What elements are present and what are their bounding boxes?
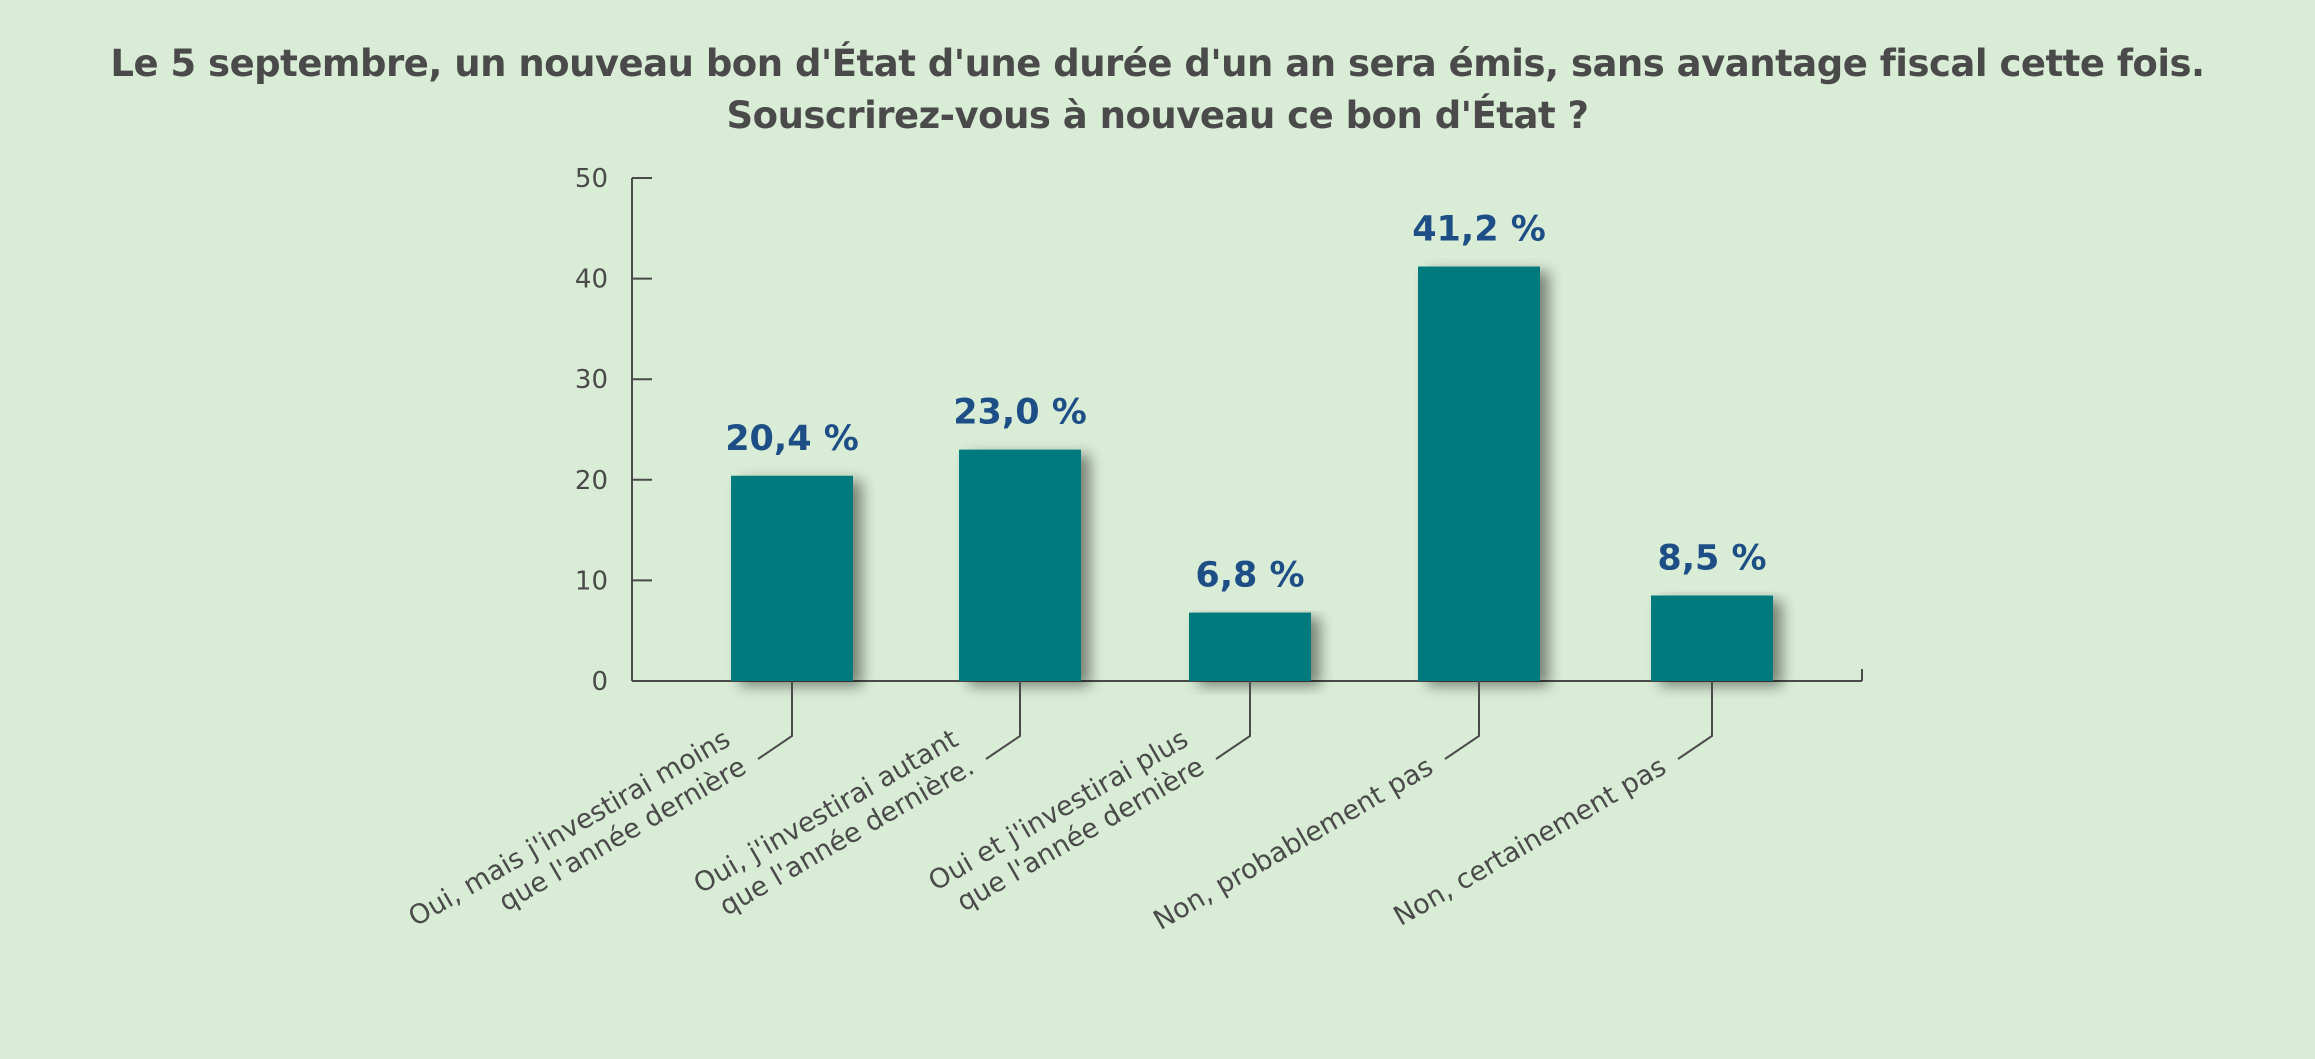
bar-value-label: 23,0 %: [953, 393, 1087, 433]
category-leader-line: [1215, 681, 1251, 760]
bar-value-label: 41,2 %: [1412, 210, 1546, 250]
y-tick-label: 20: [575, 466, 608, 496]
chart-title-line-1: Le 5 septembre, un nouveau bon d'État d'…: [110, 42, 2205, 85]
bar: [959, 449, 1081, 681]
bar: [1418, 266, 1540, 681]
bar-value-label: 20,4 %: [725, 419, 859, 459]
category-leader-line: [985, 681, 1021, 760]
category-leader-line: [757, 681, 793, 760]
bar: [1189, 612, 1311, 681]
chart-title-line-2: Souscrirez-vous à nouveau ce bon d'État …: [726, 94, 1589, 137]
y-tick-label: 50: [575, 164, 608, 194]
category-leader-line: [1677, 681, 1713, 760]
category-label-line: Oui, mais j'investirai moins: [403, 724, 735, 934]
y-tick-label: 30: [575, 365, 608, 395]
y-tick-label: 0: [591, 667, 608, 697]
y-tick-label: 40: [575, 265, 608, 295]
bar: [1651, 595, 1773, 681]
bar-value-label: 6,8 %: [1195, 556, 1304, 596]
bar-value-label: 8,5 %: [1657, 538, 1766, 578]
y-tick-label: 10: [575, 566, 608, 596]
category-leader-line: [1444, 681, 1480, 760]
bar: [731, 475, 853, 681]
chart-title: Le 5 septembre, un nouveau bon d'État d'…: [0, 38, 2315, 142]
